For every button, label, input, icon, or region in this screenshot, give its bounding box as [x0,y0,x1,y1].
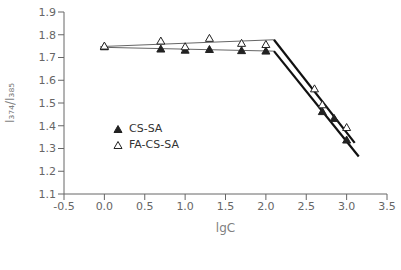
svg-text:3.5: 3.5 [378,200,393,213]
svg-text:1.8: 1.8 [39,29,57,42]
svg-text:I₃₇₄/I₃₈₅: I₃₇₄/I₃₈₅ [8,83,17,123]
html-text:CS-SA: CS-SA [129,122,163,135]
svg-text:3.0: 3.0 [338,200,356,213]
svg-text:1.2: 1.2 [39,165,57,178]
svg-text:-0.5: -0.5 [53,200,74,213]
svg-text:0.0: 0.0 [96,200,114,213]
svg-text:2.0: 2.0 [257,200,275,213]
svg-text:1.0: 1.0 [176,200,194,213]
svg-text:1.5: 1.5 [217,200,235,213]
svg-text:1.9: 1.9 [39,6,57,19]
svg-text:1.3: 1.3 [39,142,57,155]
svg-text:1.7: 1.7 [39,51,57,64]
svg-text:1.6: 1.6 [39,74,57,87]
svg-text:2.5: 2.5 [298,200,316,213]
html-text:FA-CS-SA: FA-CS-SA [129,138,179,151]
svg-text:1.5: 1.5 [39,97,57,110]
svg-text:1.1: 1.1 [39,188,57,201]
svg-text:0.5: 0.5 [136,200,154,213]
svg-text:lgC: lgC [216,221,235,235]
svg-text:1.4: 1.4 [39,120,57,133]
